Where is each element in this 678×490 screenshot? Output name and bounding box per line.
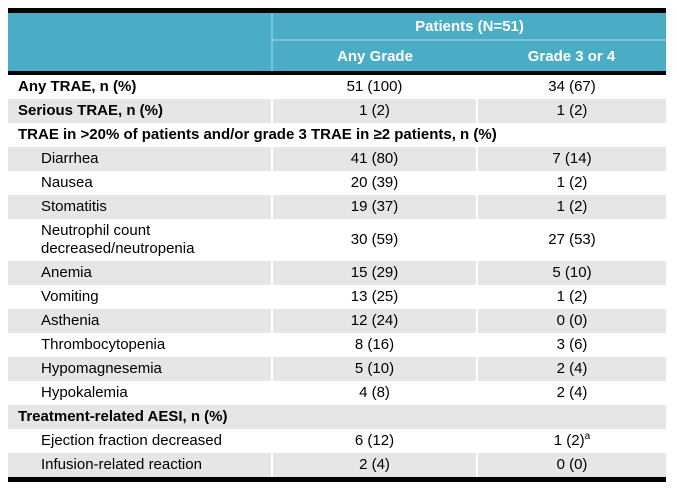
table-row: Vomiting 13 (25) 1 (2) — [8, 285, 667, 309]
grade-3-or-4-text: 1 (2) — [553, 432, 585, 449]
row-label: Anemia — [41, 264, 92, 281]
grade-3-or-4-value: 34 (67) — [475, 73, 667, 99]
grade-3-or-4-value: 5 (10) — [475, 261, 667, 285]
footnote-marker: a — [584, 431, 591, 442]
grade-3-or-4-value: 7 (14) — [475, 147, 667, 171]
grade-3-or-4-text: 27 (53) — [548, 231, 596, 248]
row-label: Ejection fraction decreased — [41, 432, 222, 449]
any-grade-text: 30 (59) — [350, 231, 399, 248]
any-grade-value: 51 (100) — [271, 73, 477, 99]
table-row: Anemia 15 (29) 5 (10) — [8, 261, 667, 285]
grade-3-or-4-text: 7 (14) — [552, 150, 592, 167]
grade-3-or-4-text: 1 (2) — [556, 174, 588, 191]
any-grade-value: 5 (10) — [271, 357, 477, 381]
adverse-events-table: Patients (N=51) Any Grade Grade 3 or 4 A… — [8, 8, 667, 482]
any-grade-value: 4 (8) — [271, 381, 477, 405]
column-header-grade-3-or-4: Grade 3 or 4 — [477, 40, 667, 75]
any-grade-text: 51 (100) — [346, 78, 403, 95]
any-grade-value: 1 (2) — [271, 99, 477, 123]
grade-3-or-4-value: 0 (0) — [475, 309, 667, 333]
grade-3-or-4-text: 1 (2) — [556, 102, 588, 119]
column-header-any-grade: Any Grade — [271, 40, 477, 75]
grade-3-or-4-text: 0 (0) — [556, 456, 588, 473]
grade-3-or-4-value: 1 (2) — [475, 171, 667, 195]
section-header-row: TRAE in >20% of patients and/or grade 3 … — [8, 123, 667, 147]
table-header: Patients (N=51) Any Grade Grade 3 or 4 — [8, 10, 667, 75]
grade-3-or-4-value: 1 (2) — [475, 285, 667, 309]
table-row: Thrombocytopenia 8 (16) 3 (6) — [8, 333, 667, 357]
table-row: Hypomagnesemia 5 (10) 2 (4) — [8, 357, 667, 381]
table-body: Any TRAE, n (%) 51 (100) 34 (67) Serious TR… — [8, 73, 667, 480]
any-grade-value: 20 (39) — [271, 171, 477, 195]
any-grade-text: 20 (39) — [350, 174, 399, 191]
grade-3-or-4-text: 2 (4) — [556, 384, 588, 401]
any-grade-text: 13 (25) — [350, 288, 399, 305]
table-row: Hypokalemia 4 (8) 2 (4) — [8, 381, 667, 405]
any-grade-text: 4 (8) — [359, 384, 390, 401]
grade-3-or-4-text: 1 (2) — [556, 288, 588, 305]
any-grade-value: 30 (59) — [271, 219, 477, 261]
any-grade-text: 19 (37) — [350, 198, 399, 215]
grade-3-or-4-value: 2 (4) — [475, 357, 667, 381]
any-grade-text: 2 (4) — [359, 456, 390, 473]
grade-3-or-4-text: 2 (4) — [556, 360, 588, 377]
section-label: Treatment-related AESI, n (%) — [18, 408, 228, 425]
row-label: Neutrophil count decreased/neutropenia — [41, 222, 195, 257]
table-row: Infusion-related reaction 2 (4) 0 (0) — [8, 453, 667, 480]
row-label: Asthenia — [41, 312, 100, 329]
table-row: Diarrhea 41 (80) 7 (14) — [8, 147, 667, 171]
row-label: Hypokalemia — [41, 384, 128, 401]
row-label: Serious TRAE, n (%) — [18, 102, 164, 119]
row-label: Vomiting — [41, 288, 99, 305]
table-row: Asthenia 12 (24) 0 (0) — [8, 309, 667, 333]
grade-3-or-4-value: 1 (2)a — [475, 429, 667, 453]
grade-3-or-4-value: 3 (6) — [475, 333, 667, 357]
any-grade-value: 12 (24) — [271, 309, 477, 333]
section-label: TRAE in >20% of patients and/or grade 3 … — [18, 126, 497, 143]
section-header-row: Treatment-related AESI, n (%) — [8, 405, 667, 429]
row-label: Any TRAE, n (%) — [18, 78, 137, 95]
any-grade-value: 15 (29) — [271, 261, 477, 285]
table-row: Serious TRAE, n (%) 1 (2) 1 (2) — [8, 99, 667, 123]
grade-3-or-4-text: 3 (6) — [556, 336, 588, 353]
row-label: Nausea — [41, 174, 93, 191]
row-label: Diarrhea — [41, 150, 99, 167]
grade-3-or-4-value: 0 (0) — [475, 453, 667, 480]
grade-3-or-4-value: 1 (2) — [475, 99, 667, 123]
any-grade-value: 6 (12) — [271, 429, 477, 453]
row-label: Hypomagnesemia — [41, 360, 162, 377]
any-grade-value: 13 (25) — [271, 285, 477, 309]
grade-3-or-4-text: 0 (0) — [556, 312, 588, 329]
grade-3-or-4-text: 5 (10) — [552, 264, 592, 281]
any-grade-value: 19 (37) — [271, 195, 477, 219]
grade-3-or-4-value: 27 (53) — [475, 219, 667, 261]
table-row: Nausea 20 (39) 1 (2) — [8, 171, 667, 195]
table-row: Ejection fraction decreased 6 (12) 1 (2)a — [8, 429, 667, 453]
corner-header-cell — [8, 10, 272, 75]
grade-3-or-4-text: 34 (67) — [548, 78, 596, 95]
any-grade-text: 8 (16) — [354, 336, 395, 353]
any-grade-text: 15 (29) — [350, 264, 399, 281]
any-grade-value: 2 (4) — [271, 453, 477, 480]
any-grade-value: 41 (80) — [271, 147, 477, 171]
grade-3-or-4-value: 1 (2) — [475, 195, 667, 219]
any-grade-value: 8 (16) — [271, 333, 477, 357]
grade-3-or-4-text: 1 (2) — [556, 198, 588, 215]
patients-group-header: Patients (N=51) — [270, 10, 667, 41]
any-grade-text: 41 (80) — [350, 150, 399, 167]
any-grade-text: 12 (24) — [350, 312, 399, 329]
table-row: Neutrophil count decreased/neutropenia 30… — [8, 219, 667, 261]
table-row: Any TRAE, n (%) 51 (100) 34 (67) — [8, 73, 667, 99]
adverse-events-table-container: Patients (N=51) Any Grade Grade 3 or 4 A… — [8, 8, 667, 482]
any-grade-text: 1 (2) — [359, 102, 390, 119]
table-row: Stomatitis 19 (37) 1 (2) — [8, 195, 667, 219]
any-grade-text: 5 (10) — [354, 360, 395, 377]
row-label: Thrombocytopenia — [41, 336, 166, 353]
row-label: Infusion-related reaction — [41, 456, 202, 473]
row-label: Stomatitis — [41, 198, 107, 215]
any-grade-text: 6 (12) — [354, 432, 395, 449]
grade-3-or-4-value: 2 (4) — [475, 381, 667, 405]
